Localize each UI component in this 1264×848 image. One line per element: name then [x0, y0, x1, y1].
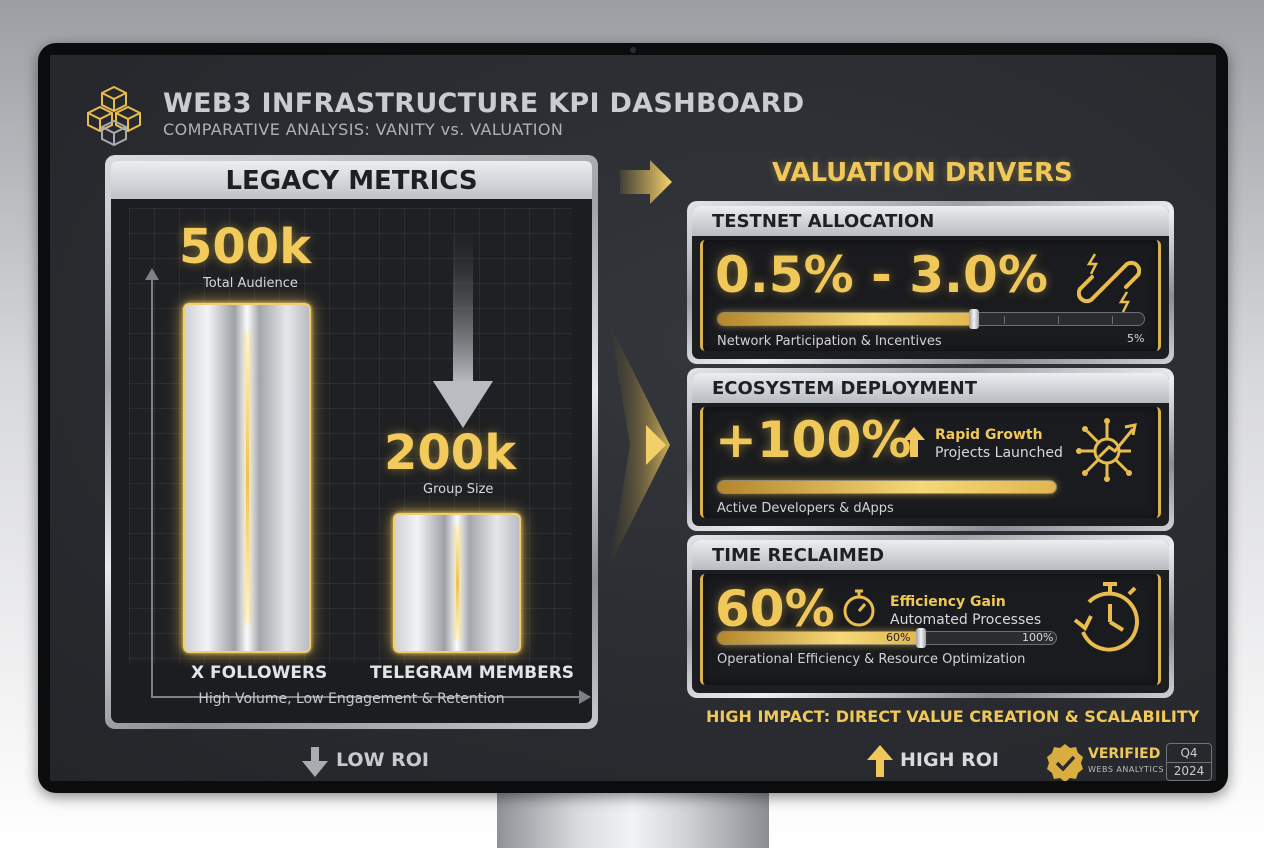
low-roi-label: LOW ROI	[336, 749, 430, 771]
cubes-network-icon	[87, 85, 141, 147]
valuation-drivers-title: VALUATION DRIVERS	[772, 158, 1073, 188]
card-body: +100% Rapid Growth Projects Launched	[700, 407, 1161, 518]
card-caption: Active Developers & dApps	[717, 501, 894, 516]
flow-arrow-icon	[620, 160, 672, 204]
scale-tick	[1004, 316, 1005, 324]
bar-value-label: 200k	[384, 425, 517, 481]
card-body: 0.5% - 3.0%	[700, 240, 1161, 351]
efficiency-sublabel: Automated Processes	[890, 612, 1042, 628]
x-axis	[151, 696, 581, 698]
time-reclaimed-card: TIME RECLAIMED 60% Efficiency Gain Autom…	[687, 535, 1174, 698]
stopwatch-icon	[1073, 582, 1139, 652]
bar-caption: Group Size	[423, 482, 494, 497]
growth-label: Rapid Growth	[935, 427, 1043, 443]
page-subtitle: COMPARATIVE ANALYSIS: VANITY vs. VALUATI…	[163, 120, 564, 139]
legacy-footer-note: High Volume, Low Engagement & Retention	[198, 691, 505, 707]
verified-source: WEBS ANALYTICS	[1088, 765, 1165, 774]
high-roi-label: HIGH ROI	[900, 749, 999, 771]
legacy-metrics-title: LEGACY METRICS	[111, 161, 592, 199]
card-heading: TIME RECLAIMED	[692, 540, 1169, 570]
legacy-metrics-panel: LEGACY METRICS	[105, 155, 598, 729]
year-label: 2024	[1167, 762, 1211, 780]
verified-label: VERIFIED	[1088, 746, 1161, 762]
scale-tick	[1058, 316, 1059, 324]
stopwatch-icon-small	[843, 589, 875, 627]
progress-value-label: 60%	[886, 631, 911, 644]
ecosystem-deployment-card: ECOSYSTEM DEPLOYMENT +100% Rapid Growth …	[687, 368, 1174, 531]
bar-telegram-members	[393, 513, 521, 653]
down-arrow-icon	[302, 747, 328, 777]
x-axis-arrow	[579, 690, 591, 704]
allocation-progress-fill	[718, 313, 974, 325]
verified-badge: VERIFIED WEBS ANALYTICS Q4 2024	[1046, 743, 1212, 781]
y-axis-arrow	[145, 268, 159, 280]
decline-arrow-icon	[433, 233, 493, 428]
efficiency-progress-fill	[718, 632, 921, 644]
up-arrow-icon	[903, 427, 925, 457]
growth-sublabel: Projects Launched	[935, 445, 1063, 461]
monitor-stand	[497, 790, 769, 848]
bar-value-label: 500k	[179, 219, 312, 275]
card-caption: Operational Efficiency & Resource Optimi…	[717, 652, 1026, 667]
page-title: WEB3 INFRASTRUCTURE KPI DASHBOARD	[163, 88, 805, 119]
flow-chevron-icon	[610, 325, 670, 565]
efficiency-label: Efficiency Gain	[890, 594, 1006, 610]
verified-seal-icon	[1047, 744, 1083, 781]
card-heading: TESTNET ALLOCATION	[692, 206, 1169, 236]
quarter-label: Q4	[1180, 746, 1198, 760]
efficiency-progress-bar: 60% 100%	[717, 628, 1057, 648]
progress-max-label: 100%	[1022, 631, 1054, 644]
scale-tick	[1112, 316, 1113, 324]
card-heading: ECOSYSTEM DEPLOYMENT	[692, 373, 1169, 403]
broken-chain-icon	[1077, 253, 1141, 313]
up-arrow-icon	[867, 745, 893, 777]
network-growth-icon	[1076, 418, 1137, 482]
deployment-progress-fill	[718, 481, 1056, 493]
bar-caption: Total Audience	[203, 276, 298, 291]
bar-x-followers	[183, 303, 311, 653]
efficiency-slider-handle[interactable]	[915, 628, 926, 648]
webcam-dot	[630, 47, 636, 53]
category-label: TELEGRAM MEMBERS	[370, 663, 575, 683]
card-body: 60% Efficiency Gain Automated Processes	[700, 574, 1161, 685]
card-caption: Network Participation & Incentives	[717, 334, 942, 349]
scale-max-label: 5%	[1127, 332, 1145, 345]
allocation-progress-bar	[717, 309, 1145, 329]
category-label: X FOLLOWERS	[191, 663, 328, 683]
allocation-slider-handle[interactable]	[968, 309, 979, 329]
dashboard-screen: WEB3 INFRASTRUCTURE KPI DASHBOARD COMPAR…	[50, 55, 1216, 781]
testnet-allocation-card: TESTNET ALLOCATION 0.5% - 3.0%	[687, 201, 1174, 364]
monitor-frame: WEB3 INFRASTRUCTURE KPI DASHBOARD COMPAR…	[38, 43, 1228, 793]
allocation-value: 0.5% - 3.0%	[715, 246, 1048, 304]
period-box: Q4 2024	[1166, 743, 1212, 781]
high-impact-statement: HIGH IMPACT: DIRECT VALUE CREATION & SCA…	[706, 707, 1200, 726]
y-axis	[151, 278, 153, 698]
deployment-progress-bar	[717, 480, 1057, 494]
time-reclaimed-value: 60%	[715, 580, 835, 638]
deployment-value: +100%	[715, 411, 912, 469]
